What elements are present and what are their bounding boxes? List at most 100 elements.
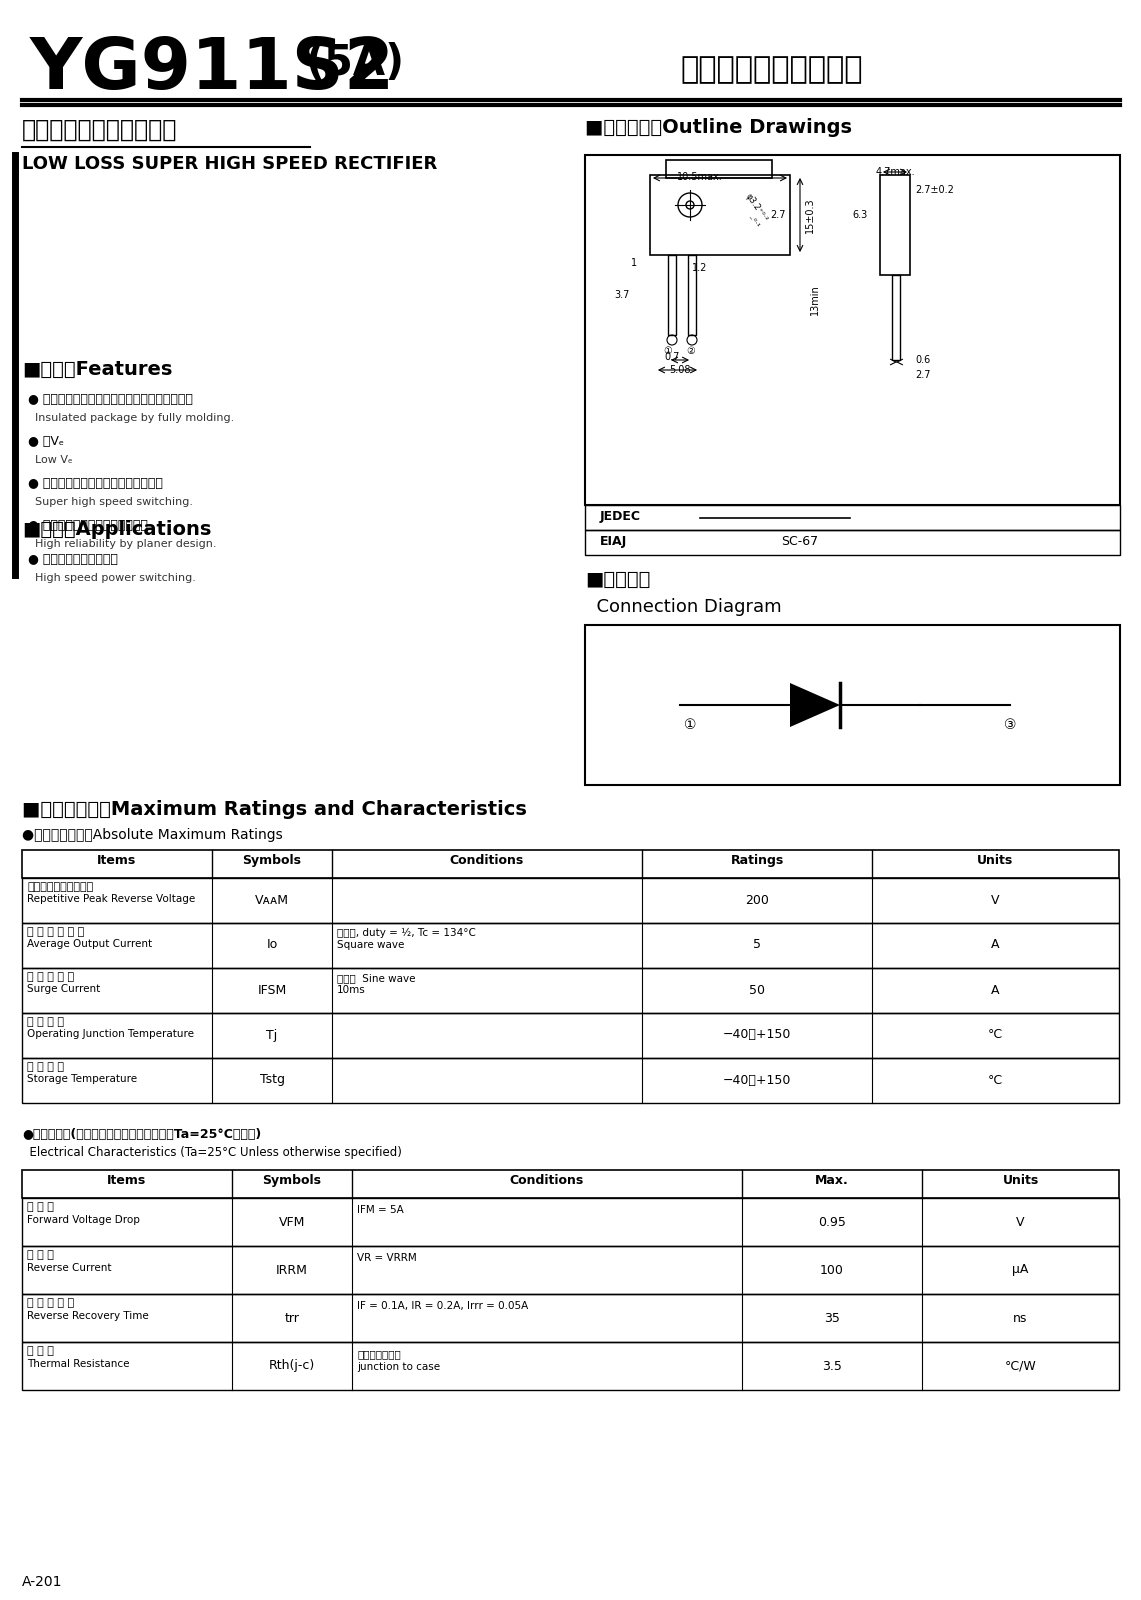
Bar [22, 1294, 1119, 1342]
Text: ■外形寸法：Outline Drawings: ■外形寸法：Outline Drawings [585, 118, 852, 138]
Text: ピーク繰り返し逆電圧: ピーク繰り返し逆電圧 [27, 882, 94, 893]
Bar [650, 174, 790, 254]
Text: Symbols: Symbols [262, 1174, 322, 1187]
Text: ②: ② [687, 346, 695, 357]
Text: 正弦波  Sine wave: 正弦波 Sine wave [337, 973, 415, 982]
Text: SC-67: SC-67 [782, 534, 818, 547]
Bar [22, 968, 1119, 1013]
Text: 15±0.3: 15±0.3 [806, 197, 815, 234]
Text: A: A [992, 939, 1000, 952]
Text: Units: Units [978, 854, 1013, 867]
Text: ■電極接続: ■電極接続 [585, 570, 650, 589]
Text: A-201: A-201 [22, 1574, 63, 1589]
Bar [585, 506, 1120, 530]
Bar [585, 626, 1120, 786]
Text: Ratings: Ratings [730, 854, 784, 867]
Text: trr: trr [284, 1312, 299, 1325]
Polygon shape [790, 683, 840, 726]
Text: YG911S2: YG911S2 [30, 35, 395, 104]
Text: 6.3: 6.3 [852, 210, 868, 219]
Text: Items: Items [97, 854, 137, 867]
Text: 4.7max.: 4.7max. [875, 166, 915, 178]
Text: Forward Voltage Drop: Forward Voltage Drop [27, 1214, 140, 1226]
Text: 100: 100 [820, 1264, 844, 1277]
Text: 逆 電 流: 逆 電 流 [27, 1250, 54, 1261]
Text: ③: ③ [1004, 718, 1017, 733]
Bar [880, 174, 911, 275]
Text: −40～+150: −40～+150 [722, 1029, 791, 1042]
Text: ①: ① [664, 346, 672, 357]
Bar [22, 1342, 1119, 1390]
Text: 接合・ケース間: 接合・ケース間 [357, 1349, 400, 1358]
Text: 13min: 13min [810, 285, 820, 315]
Text: φ3.2⁺⁰·²
       ₋⁰·¹: φ3.2⁺⁰·² ₋⁰·¹ [735, 192, 769, 230]
Text: ●絶対最大定格：Absolute Maximum Ratings: ●絶対最大定格：Absolute Maximum Ratings [22, 829, 283, 842]
Text: μA: μA [1012, 1264, 1029, 1277]
Text: 2.7: 2.7 [770, 210, 785, 219]
Text: −40～+150: −40～+150 [722, 1074, 791, 1086]
Text: Average Output Current: Average Output Current [27, 939, 152, 949]
Text: Repetitive Peak Reverse Voltage: Repetitive Peak Reverse Voltage [27, 894, 195, 904]
Text: ● スイッチングスピードが非常に速い: ● スイッチングスピードが非常に速い [29, 477, 163, 490]
Text: 200: 200 [745, 893, 769, 907]
Bar [22, 1170, 1119, 1198]
Text: 50: 50 [748, 984, 764, 997]
Text: 10ms: 10ms [337, 986, 366, 995]
Text: 保 存 温 度: 保 存 温 度 [27, 1062, 64, 1072]
Bar [666, 160, 772, 178]
Text: V: V [1017, 1216, 1025, 1229]
Text: 3.7: 3.7 [615, 290, 630, 301]
Text: 0.7: 0.7 [664, 352, 680, 362]
Bar [22, 1013, 1119, 1058]
Text: Rth(j-c): Rth(j-c) [269, 1360, 315, 1373]
Text: サ ー ジ 電 流: サ ー ジ 電 流 [27, 971, 74, 982]
Text: 1.2: 1.2 [691, 262, 707, 274]
Bar [688, 254, 696, 334]
Text: Conditions: Conditions [510, 1174, 584, 1187]
Text: Max.: Max. [815, 1174, 849, 1187]
Text: VᴀᴀM: VᴀᴀM [254, 893, 289, 907]
Text: IRRM: IRRM [276, 1264, 308, 1277]
Text: 順 電 圧: 順 電 圧 [27, 1202, 54, 1213]
Text: High speed power switching.: High speed power switching. [29, 573, 196, 582]
Text: Connection Diagram: Connection Diagram [585, 598, 782, 616]
Text: Thermal Resistance: Thermal Resistance [27, 1358, 129, 1370]
Bar [22, 1058, 1119, 1102]
Text: Reverse Recovery Time: Reverse Recovery Time [27, 1310, 148, 1322]
Text: EIAJ: EIAJ [600, 534, 628, 547]
Bar [667, 254, 675, 334]
Text: A: A [992, 984, 1000, 997]
Text: JEDEC: JEDEC [600, 510, 641, 523]
Text: junction to case: junction to case [357, 1362, 440, 1371]
Text: 10.5max.: 10.5max. [677, 171, 723, 182]
Text: 35: 35 [824, 1312, 840, 1325]
Text: Super high speed switching.: Super high speed switching. [29, 498, 193, 507]
Text: 低損失超高速ダイオード: 低損失超高速ダイオード [22, 118, 177, 142]
Bar [22, 1198, 1119, 1246]
Text: °C: °C [988, 1029, 1003, 1042]
Bar [22, 878, 1119, 923]
Text: 富士小電力ダイオード: 富士小電力ダイオード [680, 54, 863, 83]
Text: LOW LOSS SUPER HIGH SPEED RECTIFIER: LOW LOSS SUPER HIGH SPEED RECTIFIER [22, 155, 437, 173]
Text: Operating Junction Temperature: Operating Junction Temperature [27, 1029, 194, 1038]
Text: Symbols: Symbols [243, 854, 301, 867]
Text: ■特長：Features: ■特長：Features [22, 360, 172, 379]
Bar [892, 275, 900, 360]
Text: °C/W: °C/W [1004, 1360, 1036, 1373]
Text: VR = VRRM: VR = VRRM [357, 1253, 416, 1262]
Text: Io: Io [266, 939, 277, 952]
Text: ●電気的特性(特に指定がない限り周囲温度Ta=25°Cとする): ●電気的特性(特に指定がない限り周囲温度Ta=25°Cとする) [22, 1128, 261, 1141]
Text: Surge Current: Surge Current [27, 984, 100, 994]
Text: 逆 回 復 時 間: 逆 回 復 時 間 [27, 1298, 74, 1309]
Bar [585, 155, 1120, 506]
Text: ● 取り付け面が絶縁されたフルモールドタイプ: ● 取り付け面が絶縁されたフルモールドタイプ [29, 394, 193, 406]
Text: 接 合 温 度: 接 合 温 度 [27, 1018, 64, 1027]
Text: ● 低Vₑ: ● 低Vₑ [29, 435, 64, 448]
Text: 5: 5 [753, 939, 761, 952]
Text: 0.95: 0.95 [818, 1216, 845, 1229]
Text: Tstg: Tstg [259, 1074, 284, 1086]
Text: 2.7±0.2: 2.7±0.2 [915, 186, 954, 195]
Text: ①: ① [683, 718, 696, 733]
Text: Square wave: Square wave [337, 939, 404, 950]
Text: Conditions: Conditions [450, 854, 524, 867]
